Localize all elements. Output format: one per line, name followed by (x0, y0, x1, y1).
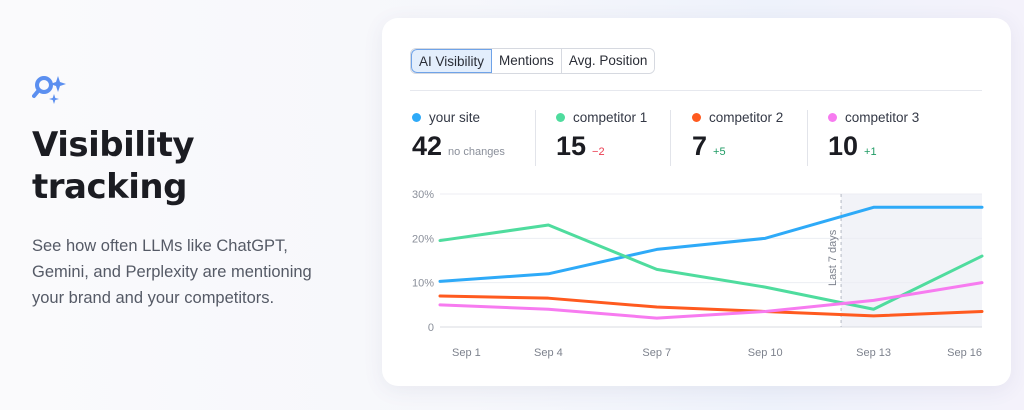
stat-change: no changes (448, 146, 505, 158)
last-7-days-label: Last 7 days (827, 229, 839, 286)
tab-mentions[interactable]: Mentions (492, 49, 562, 73)
series-dot-icon (412, 113, 421, 122)
series-dot-icon (556, 113, 565, 122)
series-dot-icon (692, 113, 701, 122)
stat-change: +1 (864, 146, 877, 158)
y-tick-label: 10% (412, 278, 434, 290)
visibility-line-chart: 0 10% 20% 30% Last 7 days Sep 1 Sep 4 Sep 7 Sep … (412, 189, 984, 359)
tab-ai-visibility[interactable]: AI Visibility (411, 49, 493, 73)
series-name: your site (429, 110, 481, 125)
tab-avg-position[interactable]: Avg. Position (561, 49, 655, 73)
x-tick-label: Sep 4 (534, 347, 563, 359)
search-sparkle-icon (32, 76, 66, 104)
y-tick-label: 0 (428, 322, 434, 334)
stat-value: 15 (556, 131, 587, 161)
series-line-competitor-1 (438, 223, 984, 311)
x-tick-label: Sep 10 (748, 347, 783, 359)
legend-label: your site (412, 110, 505, 125)
stat-change: +5 (713, 146, 726, 158)
x-tick-label: Sep 7 (642, 347, 671, 359)
series-dot-icon (828, 113, 837, 122)
visibility-card: AI Visibility Mentions Avg. Position you… (382, 18, 1011, 386)
y-tick-label: 20% (412, 233, 434, 245)
page-title: Visibility tracking (32, 125, 194, 207)
description: See how often LLMs like ChatGPT, Gemini,… (32, 237, 312, 307)
stat-your-site: your site 42 no changes (412, 110, 505, 162)
series-line-competitor-3 (438, 281, 984, 320)
stat-change: −2 (592, 146, 605, 158)
x-tick-label: Sep 13 (856, 347, 891, 359)
stat-competitor-2: competitor 2 7 +5 (692, 110, 783, 162)
stat-value: 7 (692, 131, 708, 161)
stat-value: 10 (828, 131, 859, 161)
series-name: competitor 1 (573, 110, 648, 125)
series-line-your-site (438, 205, 984, 283)
x-tick-label: Sep 16 (947, 347, 982, 359)
series-name: competitor 3 (845, 110, 920, 125)
last-7-days-region (841, 194, 982, 327)
x-tick-label: Sep 1 (452, 347, 481, 359)
series-name: competitor 2 (709, 110, 784, 125)
stat-competitor-3: competitor 3 10 +1 (828, 110, 919, 162)
stat-divider (670, 110, 671, 166)
divider (410, 90, 982, 91)
stat-divider (807, 110, 808, 166)
legend-label: competitor 2 (692, 110, 783, 125)
y-tick-label: 30% (412, 189, 434, 201)
stat-divider (535, 110, 536, 166)
legend-label: competitor 1 (556, 110, 647, 125)
series-line-competitor-2 (438, 294, 984, 318)
legend-label: competitor 3 (828, 110, 919, 125)
stat-value: 42 (412, 131, 443, 161)
metric-tabs: AI Visibility Mentions Avg. Position (410, 48, 656, 74)
stat-competitor-1: competitor 1 15 −2 (556, 110, 647, 162)
